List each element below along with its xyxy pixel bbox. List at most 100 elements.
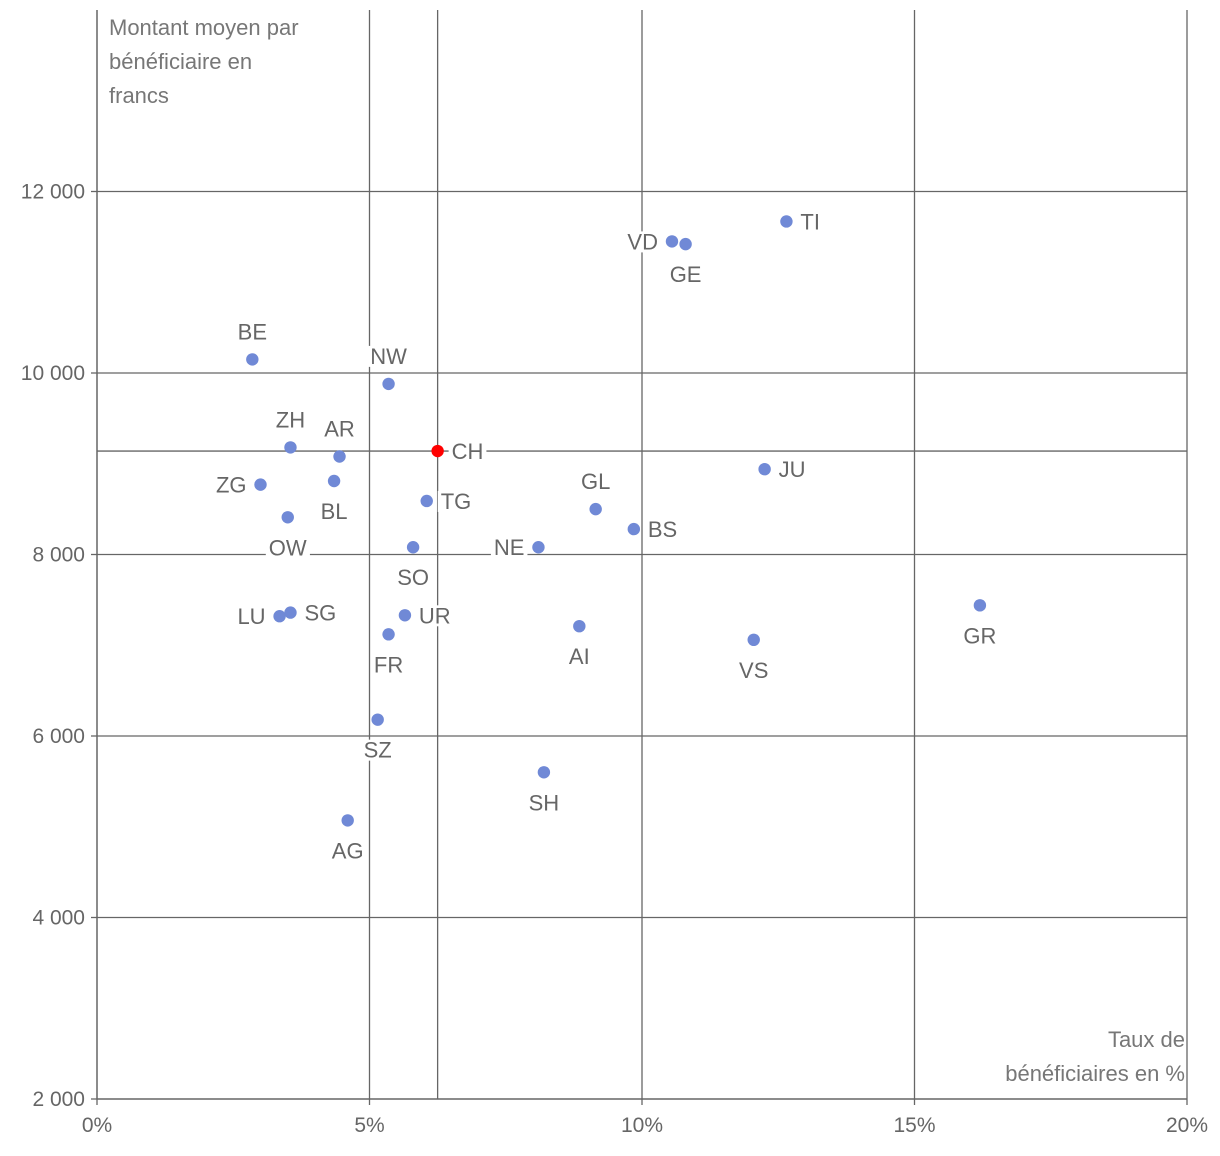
point-fr (382, 628, 395, 641)
point-label-nw: NW (370, 344, 407, 369)
point-label-bg (367, 345, 411, 367)
point-label-bg (775, 459, 809, 481)
point-label-bg (525, 792, 563, 814)
point-label-gl: GL (581, 469, 610, 494)
point-label-bg (212, 474, 250, 496)
x-tick-label: 5% (354, 1114, 384, 1137)
point-label-ch: CH (452, 439, 484, 464)
point-label-bg (321, 418, 358, 440)
point-label-bg (301, 602, 340, 624)
x-tick-label: 15% (893, 1114, 935, 1137)
point-label-bg (448, 441, 487, 463)
point-ne (532, 541, 545, 554)
point-label-bg (960, 625, 1000, 647)
point-label-bg (437, 490, 475, 512)
point-label-so: SO (397, 565, 429, 590)
data-points: BE NW ZH AR CH ZG BL TG OW SO NE GL BS JU TI VD GE LU SG UR… (212, 209, 1000, 863)
point-label-ti: TI (800, 209, 820, 234)
y-axis-title: Montant moyen par bénéficiaire en francs (101, 12, 339, 114)
point-label-sg: SG (304, 601, 336, 626)
point-label-tg: TG (441, 489, 472, 514)
point-be (246, 353, 259, 366)
point-label-vd: VD (627, 229, 658, 254)
y-axis-title-line: Montant moyen par (109, 15, 299, 40)
point-label-sz: SZ (364, 738, 392, 763)
x-axis-title: Taux de bénéficiaires en % (968, 1022, 1185, 1092)
point-gr (973, 599, 987, 612)
point-label-bg (644, 519, 681, 541)
point-bl (327, 474, 341, 488)
point-sg (284, 606, 297, 619)
y-tick-label: 8 000 (32, 544, 85, 567)
x-axis-title-bg (968, 1022, 1184, 1092)
point-ar (333, 450, 346, 463)
point-label-bg (317, 500, 351, 522)
point-sz (371, 713, 384, 726)
point-label-lu: LU (237, 604, 265, 629)
point-label-ow: OW (269, 535, 307, 560)
y-axis-title-line: bénéficiaire en (109, 49, 252, 74)
point-label-ju: JU (779, 457, 806, 482)
point-label-bg (234, 321, 271, 343)
point-sh (537, 766, 551, 779)
point-label-ai: AI (569, 644, 590, 669)
y-tick-label: 12 000 (21, 181, 85, 204)
y-tick-label: 10 000 (21, 362, 85, 385)
point-so (406, 541, 420, 554)
point-ur (398, 609, 412, 622)
point-ai (573, 619, 586, 633)
point-label-bg (360, 739, 395, 761)
point-label-bg (415, 605, 454, 627)
point-label-bg (666, 264, 705, 286)
point-label-ar: AR (324, 416, 355, 441)
point-ju (758, 462, 771, 476)
point-label-bl: BL (321, 499, 348, 524)
point-label-ag: AG (332, 838, 364, 863)
axes: 0% 5% 10% 15% 20% 2 000 4 000 6 000 8 000 10 000 1… (21, 10, 1208, 1137)
y-axis-title-bg (101, 12, 339, 114)
point-lu (273, 610, 286, 623)
point-ge (679, 237, 692, 251)
point-ch (431, 444, 444, 458)
point-label-bg (565, 646, 593, 668)
point-label-bg (265, 537, 310, 559)
point-bs (627, 522, 641, 536)
point-label-bg (797, 211, 823, 233)
point-label-zg: ZG (216, 473, 247, 498)
point-ow (281, 511, 294, 524)
point-zg (254, 478, 267, 491)
point-label-be: BE (238, 319, 267, 344)
point-tg (420, 494, 433, 508)
x-tick-label: 0% (82, 1114, 112, 1137)
point-label-bg (577, 471, 614, 493)
point-label-sh: SH (529, 790, 560, 815)
point-label-ge: GE (670, 262, 702, 287)
point-zh (284, 441, 297, 454)
y-tick-label: 6 000 (32, 725, 85, 748)
y-tick-label: 2 000 (32, 1088, 85, 1111)
point-label-bg (234, 606, 269, 628)
point-gl (589, 502, 602, 516)
point-label-bg (328, 840, 367, 862)
point-label-bg (490, 537, 528, 559)
point-vd (665, 235, 679, 248)
point-vs (747, 633, 760, 647)
point-label-vs: VS (739, 658, 768, 683)
x-tick-label: 20% (1166, 1114, 1208, 1137)
point-label-bg (272, 409, 309, 431)
point-label-bs: BS (648, 517, 677, 542)
point-label-bg (624, 231, 661, 253)
point-nw (382, 377, 395, 391)
point-ag (341, 814, 354, 827)
x-axis-title-line: Taux de (1108, 1027, 1185, 1052)
y-tick-label: 4 000 (32, 907, 85, 930)
point-label-ur: UR (419, 603, 451, 628)
point-label-bg (736, 659, 772, 681)
point-ti (780, 215, 793, 228)
point-label-gr: GR (963, 623, 996, 648)
grid-lines (97, 10, 1188, 1099)
point-label-bg (394, 567, 432, 589)
point-label-ne: NE (494, 535, 525, 560)
x-tick-label: 10% (621, 1114, 663, 1137)
